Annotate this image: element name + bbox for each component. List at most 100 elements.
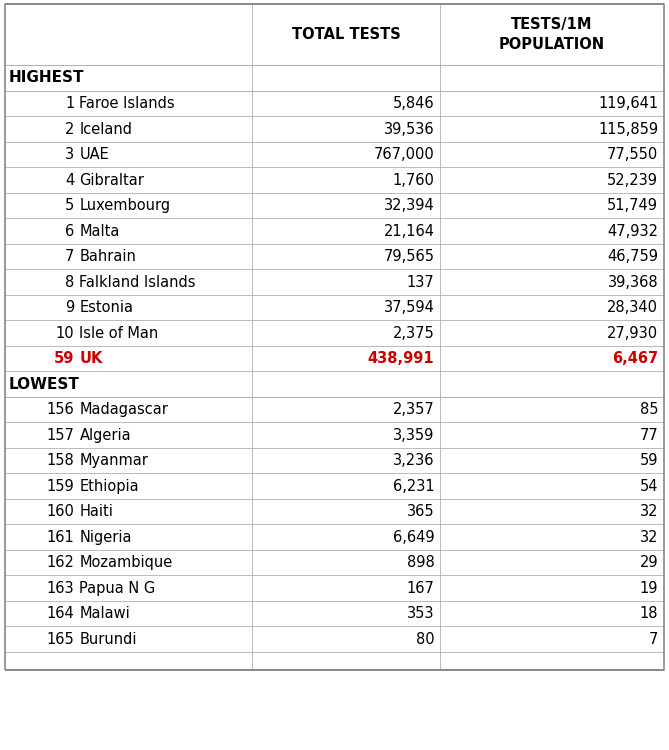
Text: 4: 4 [65,172,74,188]
Bar [5,4,664,670]
Bar [5,167,664,193]
Bar [5,601,664,626]
Text: 10: 10 [56,326,74,340]
Text: Estonia: Estonia [80,300,133,315]
Text: Isle of Man: Isle of Man [80,326,159,340]
Text: 3,359: 3,359 [393,427,434,442]
Bar [5,626,664,652]
Text: 7: 7 [65,249,74,264]
Text: 32: 32 [640,504,658,519]
Bar [5,473,664,499]
Text: 6,649: 6,649 [393,530,434,544]
Text: 59: 59 [54,351,74,366]
Text: 162: 162 [47,555,74,570]
Text: 3,236: 3,236 [393,453,434,468]
Text: 353: 353 [407,606,434,621]
Text: 77,550: 77,550 [607,147,658,162]
Text: 77: 77 [640,427,658,442]
Bar [5,295,664,320]
Text: 119,641: 119,641 [598,96,658,111]
Text: 32: 32 [640,530,658,544]
Text: Algeria: Algeria [80,427,131,442]
Text: 898: 898 [407,555,434,570]
Text: Haiti: Haiti [80,504,113,519]
Bar [5,269,664,295]
Bar [5,320,664,346]
Text: 6,231: 6,231 [393,478,434,494]
Bar [5,652,664,670]
Bar [5,65,664,91]
Text: 5,846: 5,846 [393,96,434,111]
Text: 160: 160 [47,504,74,519]
Text: Mozambique: Mozambique [80,555,173,570]
Text: 54: 54 [640,478,658,494]
Text: TOTAL TESTS: TOTAL TESTS [292,27,400,42]
Text: 157: 157 [47,427,74,442]
Text: 438,991: 438,991 [368,351,434,366]
Text: TESTS/1M
POPULATION: TESTS/1M POPULATION [498,17,605,52]
Text: Iceland: Iceland [80,122,132,136]
Text: 159: 159 [47,478,74,494]
Text: LOWEST: LOWEST [9,376,80,392]
Text: 52,239: 52,239 [607,172,658,188]
Bar [5,371,664,397]
Text: Malta: Malta [80,224,120,238]
Text: 47,932: 47,932 [607,224,658,238]
Text: 39,536: 39,536 [384,122,434,136]
Text: 164: 164 [47,606,74,621]
Bar [5,448,664,473]
Text: 37,594: 37,594 [383,300,434,315]
Text: 21,164: 21,164 [383,224,434,238]
Text: UK: UK [80,351,103,366]
Text: 2,375: 2,375 [393,326,434,340]
Text: 163: 163 [47,580,74,596]
Text: 2,357: 2,357 [393,402,434,417]
Bar [5,397,664,422]
Text: Bahrain: Bahrain [80,249,136,264]
Bar [5,499,664,524]
Text: Papua N G: Papua N G [80,580,156,596]
Text: 8: 8 [65,274,74,290]
Bar [5,4,664,65]
Text: 158: 158 [47,453,74,468]
Text: 27,930: 27,930 [607,326,658,340]
Text: 137: 137 [407,274,434,290]
Text: Myanmar: Myanmar [80,453,149,468]
Text: UAE: UAE [80,147,109,162]
Bar [5,524,664,550]
Text: 115,859: 115,859 [598,122,658,136]
Bar [5,142,664,167]
Text: Burundi: Burundi [80,632,137,646]
Text: 1: 1 [65,96,74,111]
Text: 165: 165 [47,632,74,646]
Text: 29: 29 [640,555,658,570]
Bar [5,346,664,371]
Text: 365: 365 [407,504,434,519]
Text: Malawi: Malawi [80,606,130,621]
Text: 19: 19 [640,580,658,596]
Text: 59: 59 [640,453,658,468]
Text: 767,000: 767,000 [374,147,434,162]
Text: 79,565: 79,565 [383,249,434,264]
Text: 9: 9 [65,300,74,315]
Bar [5,575,664,601]
Text: 156: 156 [47,402,74,417]
Text: Faroe Islands: Faroe Islands [80,96,175,111]
Text: 32,394: 32,394 [384,198,434,213]
Text: Luxembourg: Luxembourg [80,198,171,213]
Text: 6,467: 6,467 [612,351,658,366]
Bar [5,218,664,244]
Text: 46,759: 46,759 [607,249,658,264]
Text: 28,340: 28,340 [607,300,658,315]
Text: Ethiopia: Ethiopia [80,478,139,494]
Bar [5,550,664,575]
Text: Falkland Islands: Falkland Islands [80,274,196,290]
Text: 1,760: 1,760 [393,172,434,188]
Bar [5,193,664,218]
Text: 18: 18 [640,606,658,621]
Text: 85: 85 [640,402,658,417]
Text: 3: 3 [66,147,74,162]
Text: 80: 80 [416,632,434,646]
Bar [5,116,664,142]
Text: HIGHEST: HIGHEST [9,70,84,86]
